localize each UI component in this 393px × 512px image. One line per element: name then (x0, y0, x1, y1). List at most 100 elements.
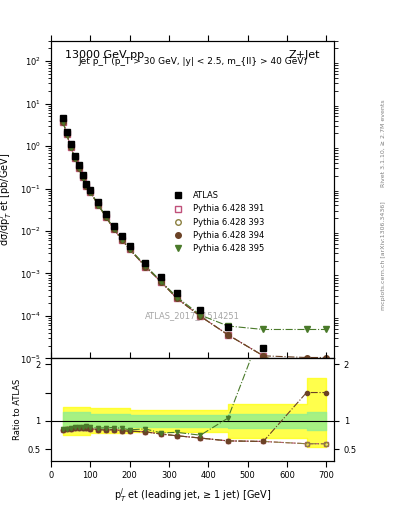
Line: Pythia 6.428 395: Pythia 6.428 395 (60, 118, 329, 332)
ATLAS (119, 233, 124, 240)
Pythia 6.428 394 (61, 118, 65, 124)
ATLAS (72, 153, 77, 159)
ATLAS (143, 260, 148, 266)
Pythia 6.428 395 (80, 174, 85, 180)
Pythia 6.428 391 (96, 202, 101, 208)
Pythia 6.428 391 (159, 279, 163, 285)
Pythia 6.428 394 (64, 131, 69, 137)
Pythia 6.428 391 (112, 226, 116, 232)
Pythia 6.428 395 (304, 327, 309, 333)
Pythia 6.428 394 (112, 226, 116, 232)
ATLAS (61, 115, 65, 121)
Pythia 6.428 391 (143, 264, 148, 270)
Pythia 6.428 395 (96, 202, 101, 208)
Pythia 6.428 391 (84, 183, 89, 189)
Pythia 6.428 391 (88, 189, 93, 195)
Pythia 6.428 394 (76, 165, 81, 171)
ATLAS (88, 186, 93, 193)
Pythia 6.428 393 (159, 279, 163, 285)
Pythia 6.428 395 (261, 327, 266, 333)
Pythia 6.428 395 (127, 246, 132, 252)
Text: Jet p_T (p_T > 30 GeV, |y| < 2.5, m_{ll} > 40 GeV): Jet p_T (p_T > 30 GeV, |y| < 2.5, m_{ll}… (78, 57, 307, 66)
ATLAS (324, 437, 329, 443)
Pythia 6.428 395 (76, 164, 81, 170)
Pythia 6.428 391 (324, 371, 329, 377)
Pythia 6.428 394 (324, 354, 329, 360)
Pythia 6.428 393 (143, 264, 148, 270)
Pythia 6.428 391 (198, 313, 203, 319)
Pythia 6.428 395 (68, 143, 73, 150)
Pythia 6.428 393 (64, 131, 69, 137)
Text: ATLAS_2017_I1514251: ATLAS_2017_I1514251 (145, 311, 240, 321)
Pythia 6.428 394 (68, 144, 73, 150)
Pythia 6.428 394 (104, 215, 108, 221)
Line: Pythia 6.428 394: Pythia 6.428 394 (60, 119, 329, 360)
Pythia 6.428 393 (68, 144, 73, 150)
Pythia 6.428 395 (174, 294, 179, 300)
Pythia 6.428 394 (261, 353, 266, 359)
Pythia 6.428 395 (112, 225, 116, 231)
Pythia 6.428 393 (104, 215, 108, 221)
Pythia 6.428 393 (72, 155, 77, 161)
Line: Pythia 6.428 393: Pythia 6.428 393 (60, 119, 329, 377)
Pythia 6.428 391 (72, 155, 77, 161)
Line: ATLAS: ATLAS (59, 115, 330, 443)
ATLAS (127, 243, 132, 249)
Pythia 6.428 393 (80, 174, 85, 180)
ATLAS (304, 362, 309, 368)
Text: Z+Jet: Z+Jet (288, 51, 320, 60)
Text: Rivet 3.1.10, ≥ 2.7M events: Rivet 3.1.10, ≥ 2.7M events (381, 99, 386, 187)
Pythia 6.428 391 (261, 353, 266, 359)
ATLAS (159, 274, 163, 280)
ATLAS (96, 199, 101, 205)
Pythia 6.428 394 (143, 264, 148, 270)
Pythia 6.428 391 (226, 332, 230, 338)
Text: 13000 GeV pp: 13000 GeV pp (65, 51, 144, 60)
Pythia 6.428 394 (174, 295, 179, 302)
Pythia 6.428 393 (96, 202, 101, 208)
Pythia 6.428 394 (226, 332, 230, 338)
Pythia 6.428 391 (80, 174, 85, 180)
ATLAS (174, 290, 179, 296)
Pythia 6.428 391 (104, 215, 108, 221)
Pythia 6.428 394 (198, 313, 203, 319)
Pythia 6.428 393 (112, 226, 116, 232)
ATLAS (76, 162, 81, 168)
Y-axis label: Ratio to ATLAS: Ratio to ATLAS (13, 379, 22, 440)
Pythia 6.428 391 (174, 295, 179, 302)
Pythia 6.428 393 (76, 165, 81, 171)
Pythia 6.428 393 (84, 183, 89, 189)
Pythia 6.428 391 (119, 237, 124, 243)
Pythia 6.428 395 (226, 323, 230, 329)
Pythia 6.428 393 (198, 313, 203, 319)
ATLAS (198, 307, 203, 313)
Pythia 6.428 393 (304, 371, 309, 377)
ATLAS (84, 181, 89, 187)
Pythia 6.428 393 (127, 246, 132, 252)
Pythia 6.428 393 (119, 237, 124, 243)
Pythia 6.428 395 (104, 214, 108, 220)
Pythia 6.428 393 (261, 353, 266, 359)
Pythia 6.428 391 (304, 371, 309, 377)
Pythia 6.428 394 (72, 155, 77, 161)
Pythia 6.428 391 (61, 118, 65, 124)
ATLAS (80, 172, 85, 178)
Pythia 6.428 391 (68, 144, 73, 150)
Pythia 6.428 394 (119, 237, 124, 243)
Pythia 6.428 395 (159, 279, 163, 285)
Pythia 6.428 394 (80, 174, 85, 180)
Pythia 6.428 391 (64, 131, 69, 137)
ATLAS (261, 345, 266, 351)
Text: mcplots.cern.ch [arXiv:1306.3436]: mcplots.cern.ch [arXiv:1306.3436] (381, 202, 386, 310)
ATLAS (226, 324, 230, 330)
Pythia 6.428 394 (84, 183, 89, 189)
Pythia 6.428 395 (88, 188, 93, 195)
Pythia 6.428 394 (96, 202, 101, 208)
Pythia 6.428 395 (198, 312, 203, 318)
Pythia 6.428 393 (174, 295, 179, 302)
Pythia 6.428 394 (88, 189, 93, 195)
Pythia 6.428 391 (127, 246, 132, 252)
ATLAS (112, 223, 116, 229)
Pythia 6.428 395 (324, 327, 329, 333)
ATLAS (64, 129, 69, 135)
